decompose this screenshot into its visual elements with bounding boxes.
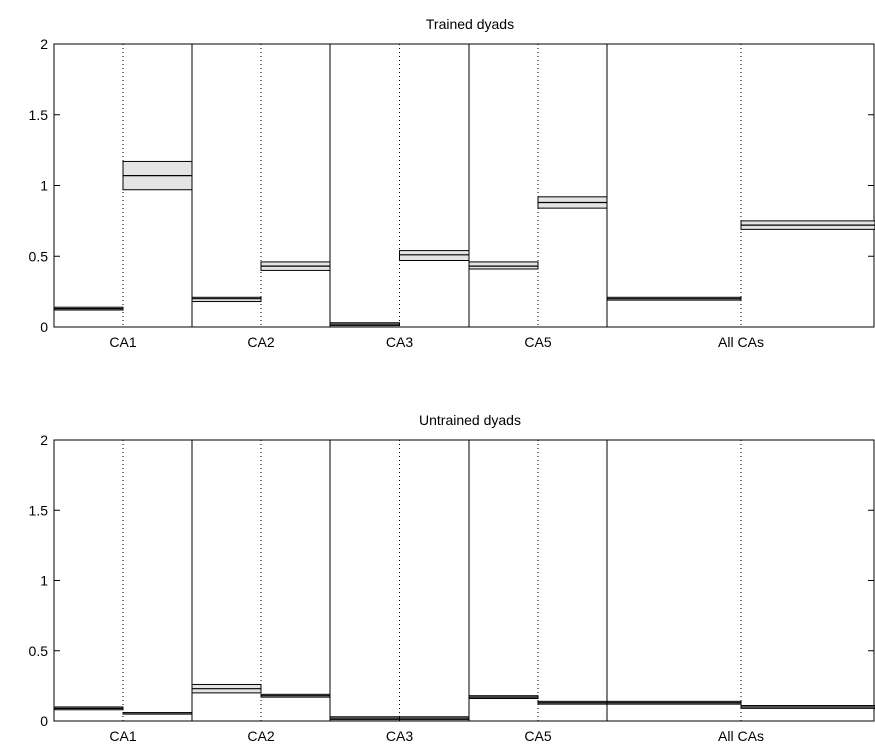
trained-category-label-ca2: CA2 xyxy=(247,334,274,350)
untrained-ytick-label: 0.5 xyxy=(29,643,49,659)
trained-title: Trained dyads xyxy=(426,16,514,32)
untrained-title: Untrained dyads xyxy=(419,412,521,428)
trained-band-ca3-s2 xyxy=(399,250,470,261)
trained-dyads-panel: Trained dyads 0 0.5 1 1.5 2 CA1 CA2 CA3 CA5 All C… xyxy=(29,16,875,350)
trained-ytick-label: 1 xyxy=(40,178,48,194)
untrained-ytick-label: 1 xyxy=(40,573,48,589)
trained-band-ca2-s1 xyxy=(191,296,262,303)
trained-ytick-label: 2 xyxy=(40,36,48,52)
trained-category-label-ca1: CA1 xyxy=(109,334,136,350)
trained-category-label-ca3: CA3 xyxy=(386,334,413,350)
untrained-category-label-all-cas: All CAs xyxy=(718,728,764,744)
untrained-category-label-ca3: CA3 xyxy=(386,728,413,744)
untrained-category-label-ca1: CA1 xyxy=(109,728,136,744)
untrained-ytick-label: 0 xyxy=(40,713,48,729)
untrained-ytick-label: 2 xyxy=(40,432,48,448)
trained-category-label-all-cas: All CAs xyxy=(718,334,764,350)
untrained-ytick-label: 1.5 xyxy=(29,502,49,518)
trained-ytick-label: 1.5 xyxy=(29,107,49,123)
trained-ytick-label: 0 xyxy=(40,319,48,335)
untrained-category-label-ca2: CA2 xyxy=(247,728,274,744)
untrained-dyads-panel: Untrained dyads 0 0.5 1 1.5 2 CA1 CA2 CA3 CA5 All… xyxy=(29,412,875,744)
untrained-category-label-ca5: CA5 xyxy=(524,728,551,744)
trained-ytick-label: 0.5 xyxy=(29,248,49,264)
trained-category-label-ca5: CA5 xyxy=(524,334,551,350)
trained-band-ca5-s1 xyxy=(468,261,539,270)
